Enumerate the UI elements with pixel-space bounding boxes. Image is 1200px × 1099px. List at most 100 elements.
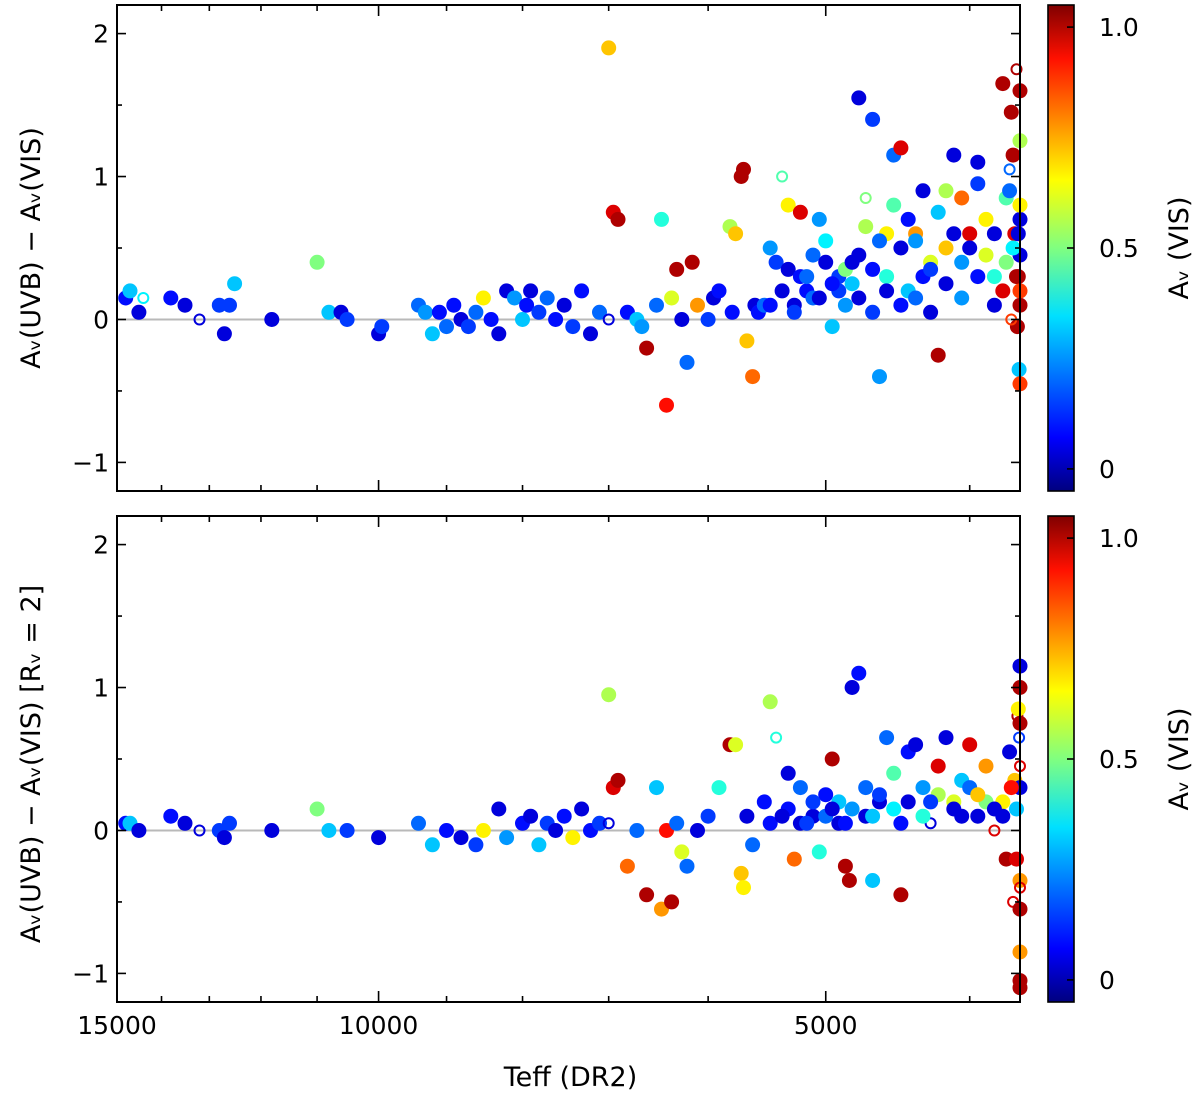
data-point: [774, 283, 790, 299]
data-point: [122, 283, 138, 299]
data-point: [879, 730, 895, 746]
data-point: [946, 147, 962, 163]
data-point: [339, 823, 355, 838]
data-point: [858, 219, 874, 235]
data-point: [923, 794, 939, 810]
panel-top: −1 0 1 2 Aᵥ(UVB) − Aᵥ(VIS) 0 0.5 1.0 Aᵥ (VIS): [16, 4, 1195, 492]
data-point: [539, 290, 555, 306]
data-point: [574, 801, 590, 817]
data-point: [453, 830, 469, 846]
data-point: [988, 824, 1001, 837]
data-point: [811, 211, 827, 227]
data-point: [446, 297, 462, 313]
data-point: [1010, 63, 1023, 76]
data-point: [417, 304, 433, 320]
data-point: [639, 340, 655, 356]
data-point: [475, 290, 491, 306]
data-point: [837, 297, 853, 313]
data-point: [1005, 240, 1021, 256]
data-point: [309, 254, 325, 270]
data-point: [893, 815, 909, 831]
data-point: [762, 297, 778, 313]
data-point: [900, 794, 916, 810]
data-point: [460, 319, 476, 335]
data-point: [930, 758, 946, 774]
data-point: [654, 211, 669, 227]
data-point: [954, 290, 970, 306]
data-point: [970, 808, 986, 824]
data-point: [998, 254, 1014, 270]
data-point: [995, 283, 1011, 299]
data-point: [728, 226, 744, 242]
data-point: [879, 269, 895, 285]
data-point: [531, 837, 547, 853]
data-point: [163, 808, 179, 824]
data-point: [893, 887, 909, 903]
data-point: [669, 815, 685, 831]
data-point: [872, 787, 887, 803]
data-point: [565, 319, 581, 335]
data-point: [163, 290, 179, 306]
scatter-points: [118, 658, 1028, 996]
data-point: [978, 758, 994, 774]
data-point: [908, 290, 924, 306]
data-point: [664, 894, 680, 910]
data-point: [227, 276, 243, 292]
data-point: [938, 183, 954, 199]
data-point: [970, 154, 986, 170]
colorbar-label: Aᵥ (VIS): [1164, 197, 1195, 300]
data-point: [865, 261, 881, 277]
data-point: [659, 397, 674, 413]
data-point: [962, 226, 978, 242]
data-point: [893, 297, 909, 313]
data-point: [602, 313, 615, 326]
data-point: [439, 823, 454, 838]
data-point: [893, 240, 909, 256]
data-point: [986, 269, 1002, 285]
data-point: [774, 808, 790, 824]
colorbar-tick-label: 1.0: [1099, 524, 1139, 553]
data-point: [799, 269, 815, 285]
data-point: [736, 161, 751, 177]
data-point: [1003, 104, 1019, 120]
data-point: [669, 261, 685, 277]
data-point: [900, 211, 916, 227]
data-point: [690, 297, 705, 313]
data-point: [610, 772, 626, 788]
data-point: [865, 111, 881, 127]
data-point: [970, 269, 986, 285]
data-point: [954, 254, 970, 270]
data-point: [865, 873, 881, 888]
data-point: [684, 254, 700, 270]
data-point: [915, 808, 931, 824]
data-point: [837, 858, 853, 874]
y-tick-label: 1: [93, 163, 109, 192]
data-point: [1010, 226, 1026, 242]
data-point: [424, 837, 440, 853]
data-point: [805, 794, 821, 810]
data-point: [844, 680, 860, 695]
data-point: [1009, 801, 1024, 817]
y-tick-label: 2: [93, 20, 109, 49]
data-point: [908, 233, 924, 249]
data-point: [690, 823, 705, 838]
data-point: [978, 211, 994, 227]
data-point: [565, 830, 581, 846]
data-point: [824, 276, 840, 292]
data-point: [776, 170, 789, 183]
data-point: [851, 290, 867, 306]
data-point: [995, 76, 1011, 92]
data-point: [137, 292, 150, 304]
data-point: [309, 801, 325, 817]
data-point: [371, 830, 387, 846]
data-point: [519, 297, 535, 313]
data-point: [946, 226, 962, 242]
data-point: [824, 319, 840, 335]
data-point: [499, 830, 515, 846]
data-point: [679, 858, 695, 874]
colorbar-tick-label: 0: [1099, 455, 1115, 484]
data-point: [193, 313, 206, 326]
data-point: [824, 801, 840, 817]
data-point: [733, 865, 749, 881]
data-point: [818, 787, 834, 803]
